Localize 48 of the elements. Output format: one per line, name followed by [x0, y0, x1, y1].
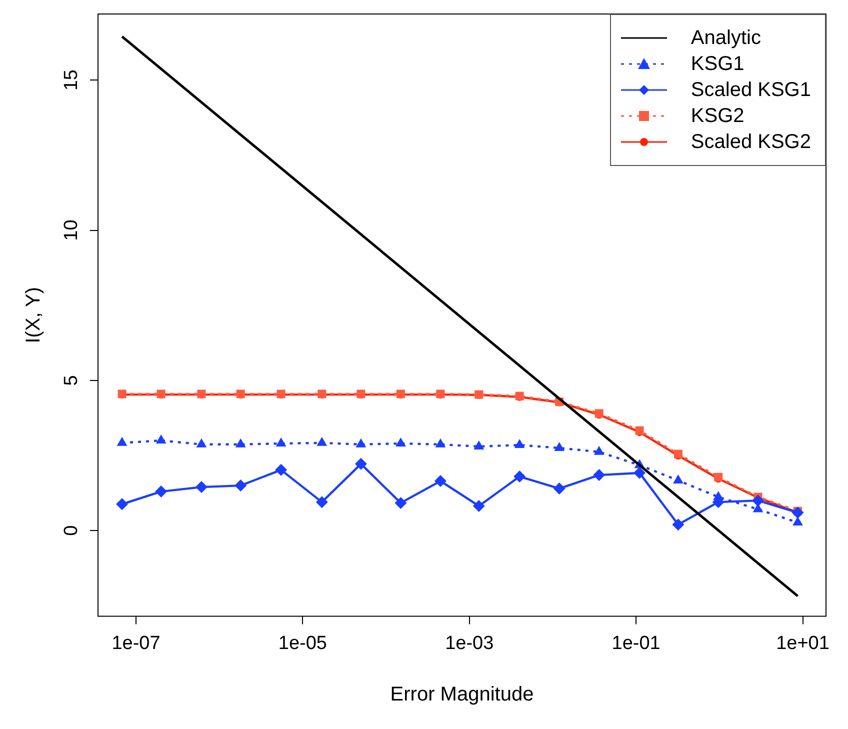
legend-label: Analytic [690, 26, 761, 50]
point [196, 438, 207, 448]
point [275, 464, 288, 476]
y-axis-title: I(X, Y) [22, 286, 45, 344]
x-tick-label: 1e-07 [112, 632, 160, 654]
y-tick-label: 0 [61, 525, 82, 536]
point [116, 436, 128, 446]
point [752, 494, 764, 507]
x-tick-label: 1e-05 [278, 632, 327, 654]
point [514, 470, 526, 483]
y-tick-label: 5 [61, 375, 82, 386]
legend-label: KSG2 [690, 104, 744, 128]
point [195, 481, 208, 494]
point [553, 482, 566, 495]
point [156, 434, 166, 444]
x-tick-label: 1e+01 [776, 632, 830, 654]
point [672, 474, 684, 484]
legend-label: KSG1 [690, 52, 744, 76]
point [474, 440, 484, 450]
point [356, 438, 366, 448]
x-axis-title: Error Magnitude [390, 684, 534, 706]
x-tick-label: 1e-03 [445, 632, 494, 654]
point [634, 466, 646, 479]
point [116, 498, 128, 510]
point [593, 469, 606, 482]
x-tick-label: 1e-01 [612, 632, 660, 654]
legend-label: Scaled KSG2 [690, 130, 811, 154]
point [155, 486, 168, 498]
y-tick-label: 10 [61, 220, 82, 241]
point [435, 438, 446, 448]
point [394, 496, 407, 509]
point [316, 436, 328, 446]
legend-label: Scaled KSG1 [690, 78, 811, 102]
point [235, 438, 246, 448]
point [316, 496, 328, 508]
point [354, 458, 367, 470]
point [514, 439, 525, 448]
point [792, 516, 803, 526]
point [434, 475, 446, 488]
point [713, 490, 724, 500]
point [594, 446, 604, 455]
point [472, 500, 485, 512]
point [396, 438, 406, 446]
point [554, 442, 565, 452]
point [276, 438, 286, 446]
y-tick-label: 15 [61, 70, 82, 91]
point [672, 518, 684, 531]
point [234, 480, 247, 492]
